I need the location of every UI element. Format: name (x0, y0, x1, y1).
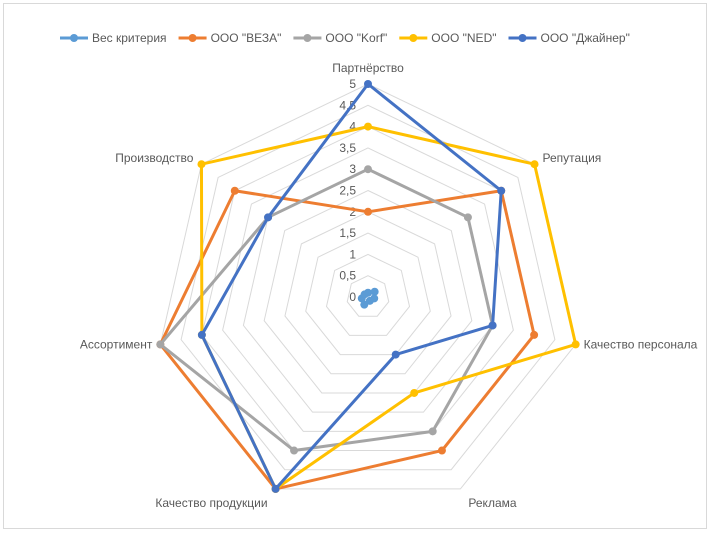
data-point (364, 122, 372, 131)
legend-marker (518, 34, 527, 42)
grid-ring (180, 104, 556, 471)
data-point (290, 446, 299, 455)
legend-label: Вес критерия (92, 31, 167, 45)
data-point (437, 446, 446, 455)
data-point (197, 160, 206, 169)
data-point (264, 213, 273, 222)
series-line (158, 167, 495, 453)
data-point (364, 80, 372, 88)
data-point (364, 165, 372, 174)
legend-label: ООО "Джайнер" (541, 31, 630, 45)
legend-marker (70, 34, 78, 42)
data-point (410, 388, 419, 397)
data-point (463, 213, 472, 222)
data-point (428, 427, 437, 436)
data-point (360, 300, 369, 309)
grid-ring (222, 147, 514, 432)
data-point (156, 340, 165, 349)
grid-ring (346, 275, 390, 317)
series-group (156, 80, 580, 493)
radar-grid (159, 83, 577, 490)
category-label-производство: Производство (115, 151, 194, 165)
series-5 (197, 80, 506, 493)
data-point (271, 484, 280, 493)
radar-chart: Вес критерия ООО "ВЕЗА" ООО "Korf" ООО "NED… (60, 31, 698, 510)
category-label-репутация: Репутация (543, 151, 602, 165)
radial-tick-label: 2,5 (339, 184, 356, 198)
data-point (530, 330, 539, 339)
radial-tick-label: 1,5 (339, 226, 356, 240)
data-point (364, 207, 372, 216)
legend-label: ООО "ВЕЗА" (211, 31, 282, 45)
data-point (391, 350, 400, 359)
data-point (230, 186, 239, 195)
radial-tick-label: 0,5 (339, 269, 356, 283)
legend-item-4: ООО "NED" (399, 31, 497, 45)
category-label-партнёрство: Партнёрство (332, 61, 404, 75)
radial-tick-label: 3 (349, 162, 356, 176)
category-label-качество-продукции: Качество продукции (155, 496, 267, 510)
legend-label: ООО "NED" (431, 31, 496, 45)
legend-item-5: ООО "Джайнер" (508, 31, 630, 45)
data-point (197, 330, 206, 339)
data-point (360, 290, 369, 299)
data-point (571, 340, 580, 349)
grid-ring (305, 232, 431, 356)
series-line (158, 189, 536, 491)
chart-frame: Вес критерия ООО "ВЕЗА" ООО "Korf" ООО "NED… (3, 3, 707, 529)
data-point (497, 186, 506, 195)
radial-tick-label: 2 (349, 205, 356, 219)
radial-tick-labels: 0 0,5 1 1,5 2 2,5 3 3,5 4 4,5 5 (339, 77, 356, 304)
legend-marker (303, 34, 312, 42)
category-label-качество-персонала: Качество персонала (584, 337, 698, 351)
data-point (530, 160, 539, 169)
data-point (488, 321, 497, 330)
legend-item-3: ООО "Korf" (293, 31, 387, 45)
series-1 (357, 287, 379, 309)
radial-tick-label: 4 (349, 120, 356, 134)
legend-marker (409, 34, 418, 42)
legend-item-2: ООО "ВЕЗА" (178, 31, 282, 45)
grid-ring (263, 189, 473, 394)
category-labels: Партнёрство Репутация Качество персонала Ре… (80, 61, 698, 510)
legend-marker (188, 34, 197, 42)
radial-tick-label: 1 (349, 247, 356, 261)
radial-tick-label: 3,5 (339, 141, 356, 155)
category-label-реклама: Реклама (468, 496, 516, 510)
radial-tick-label: 0 (349, 290, 356, 304)
grid-ring (159, 83, 577, 490)
legend-label: ООО "Korf" (325, 31, 387, 45)
category-label-ассортимент: Ассортимент (80, 337, 153, 351)
series-line (199, 125, 578, 491)
data-point (370, 287, 379, 296)
grid-ring (325, 253, 411, 336)
legend: Вес критерия ООО "ВЕЗА" ООО "Korf" ООО "NED… (60, 31, 630, 45)
legend-item-1: Вес критерия (60, 31, 167, 45)
radial-tick-label: 5 (349, 77, 356, 91)
series-line (200, 82, 503, 491)
radial-tick-label: 4,5 (339, 98, 356, 112)
grid-ring (284, 211, 452, 375)
